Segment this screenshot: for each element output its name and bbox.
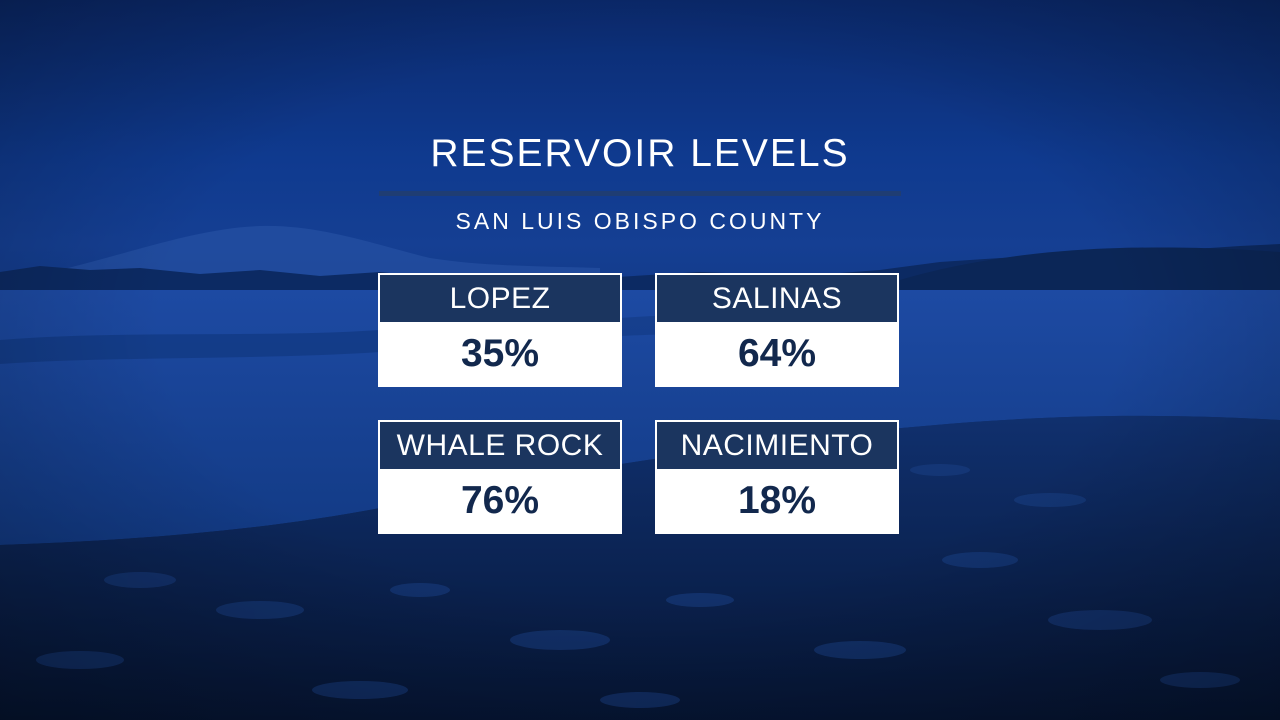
reservoir-card-nacimiento: NACIMIENTO 18% [655, 420, 899, 534]
reservoir-name: WHALE ROCK [380, 422, 620, 469]
reservoir-level: 18% [737, 479, 817, 522]
reservoir-level: 76% [460, 479, 540, 522]
reservoir-name: LOPEZ [380, 275, 620, 322]
title-divider [379, 191, 901, 196]
graphic-subtitle: SAN LUIS OBISPO COUNTY [455, 208, 825, 234]
reservoir-name: SALINAS [657, 275, 897, 322]
graphic-title: RESERVOIR LEVELS [430, 132, 850, 175]
reservoir-level: 64% [737, 332, 817, 375]
reservoir-level: 35% [460, 332, 540, 375]
reservoir-card-whale-rock: WHALE ROCK 76% [378, 420, 622, 534]
reservoir-card-salinas: SALINAS 64% [655, 273, 899, 387]
reservoir-name: NACIMIENTO [657, 422, 897, 469]
reservoir-card-lopez: LOPEZ 35% [378, 273, 622, 387]
